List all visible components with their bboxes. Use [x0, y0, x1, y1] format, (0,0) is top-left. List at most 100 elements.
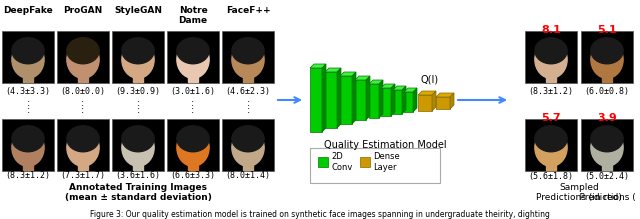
Ellipse shape — [232, 41, 264, 78]
Bar — [340, 76, 352, 124]
Text: :: : — [246, 105, 250, 115]
Bar — [546, 162, 556, 170]
Text: DeepFake: DeepFake — [3, 6, 53, 15]
Bar — [78, 74, 88, 82]
Text: :: : — [26, 105, 29, 115]
Polygon shape — [381, 84, 395, 88]
Bar — [581, 119, 633, 171]
Ellipse shape — [591, 38, 623, 64]
Ellipse shape — [232, 38, 264, 64]
Polygon shape — [379, 80, 383, 118]
Polygon shape — [432, 91, 436, 111]
Ellipse shape — [12, 126, 44, 152]
Ellipse shape — [67, 126, 99, 152]
Bar — [188, 74, 198, 82]
Text: Sampled: Sampled — [559, 183, 599, 192]
Text: :: : — [191, 98, 195, 108]
Ellipse shape — [232, 126, 264, 152]
Bar — [57, 31, 109, 83]
Ellipse shape — [12, 129, 44, 166]
Bar — [381, 88, 391, 116]
Bar — [167, 31, 219, 83]
Text: (3.6±1.6): (3.6±1.6) — [115, 171, 161, 180]
Text: ProGAN: ProGAN — [63, 6, 102, 15]
Bar — [112, 119, 164, 171]
Bar — [318, 157, 328, 167]
Text: 5.7: 5.7 — [541, 113, 561, 123]
Bar — [167, 119, 219, 171]
Ellipse shape — [177, 41, 209, 78]
Text: (6.0±0.8): (6.0±0.8) — [584, 87, 630, 96]
Text: :: : — [136, 105, 140, 115]
Ellipse shape — [591, 41, 623, 78]
Text: (7.3±1.7): (7.3±1.7) — [61, 171, 106, 180]
Text: Quality Estimation Model: Quality Estimation Model — [324, 140, 446, 150]
Polygon shape — [355, 76, 370, 80]
Text: (3.0±1.6): (3.0±1.6) — [170, 87, 216, 96]
Ellipse shape — [12, 41, 44, 78]
Bar — [243, 162, 253, 170]
Bar — [325, 72, 337, 128]
Ellipse shape — [535, 129, 567, 166]
Text: :: : — [246, 98, 250, 108]
Bar — [404, 92, 413, 112]
Bar — [436, 97, 450, 109]
Polygon shape — [337, 68, 341, 128]
Polygon shape — [436, 93, 454, 97]
Polygon shape — [402, 86, 406, 114]
Polygon shape — [391, 84, 395, 116]
Bar — [602, 74, 612, 82]
Bar — [525, 31, 577, 83]
Bar — [133, 74, 143, 82]
Ellipse shape — [122, 129, 154, 166]
Text: StyleGAN: StyleGAN — [114, 6, 162, 15]
Polygon shape — [404, 88, 417, 92]
Text: (8.3±1.2): (8.3±1.2) — [529, 87, 573, 96]
Text: Predictions (: Predictions ( — [522, 193, 636, 202]
Bar — [243, 74, 253, 82]
Ellipse shape — [67, 41, 99, 78]
Bar — [418, 95, 432, 111]
Polygon shape — [393, 86, 406, 90]
Text: (mean ± standard deviation): (mean ± standard deviation) — [65, 193, 211, 202]
Polygon shape — [450, 93, 454, 109]
Polygon shape — [418, 91, 436, 95]
Bar — [525, 119, 577, 171]
Text: :: : — [136, 98, 140, 108]
Text: (8.3±1.2): (8.3±1.2) — [6, 171, 51, 180]
Text: Dense
Layer: Dense Layer — [373, 152, 400, 172]
Text: FaceF++: FaceF++ — [226, 6, 270, 15]
Text: 8.1: 8.1 — [541, 25, 561, 35]
Bar — [222, 119, 274, 171]
Bar — [57, 119, 109, 171]
Text: (9.3±0.9): (9.3±0.9) — [115, 87, 161, 96]
Ellipse shape — [12, 38, 44, 64]
Bar — [23, 74, 33, 82]
Bar — [133, 162, 143, 170]
Ellipse shape — [122, 38, 154, 64]
Bar — [360, 157, 370, 167]
Bar — [2, 31, 54, 83]
Polygon shape — [413, 88, 417, 112]
Bar — [222, 31, 274, 83]
Bar — [188, 162, 198, 170]
Polygon shape — [366, 76, 370, 120]
Bar — [602, 162, 612, 170]
Bar — [355, 80, 366, 120]
Ellipse shape — [232, 129, 264, 166]
Text: 2D
Conv: 2D Conv — [331, 152, 353, 172]
Polygon shape — [369, 80, 383, 84]
Text: Figure 3: Our quality estimation model is trained on synthetic face images spann: Figure 3: Our quality estimation model i… — [90, 210, 550, 219]
Text: 3.9: 3.9 — [597, 113, 617, 123]
Bar — [310, 68, 322, 132]
Bar — [78, 162, 88, 170]
Ellipse shape — [67, 129, 99, 166]
Bar — [2, 119, 54, 171]
Bar — [23, 162, 33, 170]
Polygon shape — [340, 72, 356, 76]
Text: :: : — [81, 105, 84, 115]
Text: (6.6±3.3): (6.6±3.3) — [170, 171, 216, 180]
Text: (5.0±2.4): (5.0±2.4) — [584, 172, 630, 181]
Bar — [546, 74, 556, 82]
Text: :: : — [191, 105, 195, 115]
